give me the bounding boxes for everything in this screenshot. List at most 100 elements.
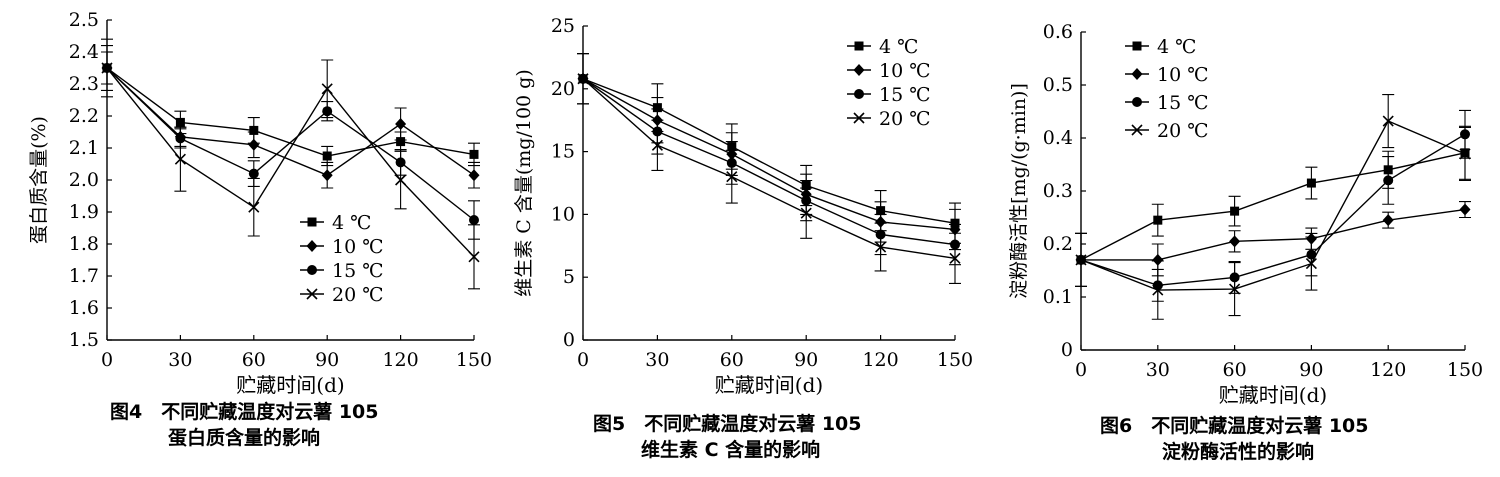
legend-marker	[306, 240, 318, 252]
y-tick-label: 1.8	[69, 233, 99, 255]
legend-label: 10 ℃	[879, 60, 930, 82]
legend: 4 ℃10 ℃15 ℃20 ℃	[847, 36, 930, 130]
chart-5: 0 5 10 15 20 25 0 30 60 90 120 150 贮藏时间(d) 维生素 C 含量(m…	[513, 15, 973, 461]
data-point	[1382, 115, 1394, 127]
x-tick-label: 60	[720, 349, 744, 371]
chart-4: 1.5 1.6 1.7 1.8 1.9 2.0 2.1 2.2 2.3 2.4 2.5 0 30 60 90…	[28, 9, 492, 449]
data-point	[1075, 254, 1087, 266]
data-point	[1229, 235, 1241, 248]
x-tick-label: 120	[1370, 359, 1406, 381]
figure-caption-subtitle: 淀粉酶活性的影响	[1162, 440, 1314, 463]
data-point	[469, 215, 479, 225]
legend-marker	[1131, 124, 1143, 136]
series-1	[1075, 125, 1471, 287]
legend-label: 10 ℃	[1157, 64, 1208, 86]
data-point	[1459, 203, 1471, 216]
x-tick-label: 60	[242, 349, 266, 371]
legend-label: 15 ℃	[879, 84, 930, 106]
series-line	[582, 78, 956, 246]
series-line	[1080, 120, 1466, 291]
series-2	[101, 51, 480, 189]
series-line	[1081, 208, 1466, 261]
y-axis-label: 淀粉酶活性[mg/(g·min)]	[1008, 83, 1030, 299]
x-axis-label: 贮藏时间(d)	[236, 373, 344, 397]
series-line	[582, 78, 956, 231]
data-point	[321, 83, 333, 95]
y-tick-label: 0.2	[1043, 233, 1073, 255]
legend-marker	[1132, 41, 1142, 51]
series-line	[1080, 152, 1466, 261]
legend: 4 ℃10 ℃15 ℃20 ℃	[300, 212, 383, 306]
legend-marker	[1131, 68, 1143, 80]
series-line	[582, 78, 956, 260]
figure-caption-subtitle: 蛋白质含量的影响	[168, 426, 320, 449]
x-tick-label: 150	[937, 349, 973, 371]
x-tick-label: 150	[1447, 359, 1483, 381]
y-axis-label: 蛋白质含量(%)	[28, 116, 50, 244]
legend-label: 4 ℃	[332, 212, 371, 234]
y-tick-label: 20	[551, 78, 575, 100]
legend-label: 4 ℃	[879, 36, 918, 58]
y-tick-label: 0	[1061, 339, 1073, 361]
y-tick-label: 0.5	[1043, 74, 1073, 96]
x-tick-label: 30	[1146, 359, 1170, 381]
x-tick-label: 90	[794, 349, 818, 371]
y-tick-label: 1.7	[69, 265, 99, 287]
data-point	[726, 171, 738, 183]
y-tick-label: 0	[563, 329, 575, 351]
data-point	[395, 118, 407, 130]
series-line	[582, 78, 956, 224]
x-tick-label: 0	[1075, 359, 1087, 381]
y-tick-label: 25	[551, 15, 575, 37]
series-line	[106, 67, 475, 176]
data-point	[396, 137, 406, 147]
series-3	[101, 45, 480, 240]
data-point	[469, 149, 479, 159]
data-point	[1382, 214, 1394, 227]
legend-marker	[854, 41, 864, 51]
figure-caption-subtitle: 维生素 C 含量的影响	[641, 438, 820, 461]
x-tick-label: 90	[1299, 359, 1323, 381]
data-point	[875, 241, 887, 253]
figure-caption-title: 图4 不同贮藏温度对云薯 105	[110, 400, 379, 423]
x-tick-label: 150	[456, 349, 492, 371]
legend-marker	[307, 217, 317, 227]
y-tick-label: 2.0	[69, 169, 99, 191]
data-point	[248, 168, 259, 179]
data-point	[1306, 178, 1316, 188]
x-tick-label: 30	[168, 349, 192, 371]
y-tick-label: 10	[551, 203, 575, 225]
x-tick-label: 120	[382, 349, 418, 371]
legend-label: 20 ℃	[879, 108, 930, 130]
y-tick-label: 2.3	[69, 73, 99, 95]
data-point	[1152, 284, 1164, 296]
y-tick-label: 1.6	[69, 297, 99, 319]
x-tick-label: 0	[101, 349, 113, 371]
series-4	[1075, 93, 1471, 320]
data-point	[395, 174, 407, 186]
legend-label: 10 ℃	[332, 236, 383, 258]
y-tick-label: 1.5	[69, 329, 99, 351]
x-tick-label: 90	[315, 349, 339, 371]
x-tick-label: 60	[1223, 359, 1247, 381]
data-point	[322, 151, 332, 161]
data-point	[468, 251, 480, 263]
y-tick-label: 5	[563, 266, 575, 288]
legend-marker	[307, 265, 317, 275]
x-tick-label: 30	[645, 349, 669, 371]
legend-marker	[854, 89, 864, 99]
y-tick-label: 0.6	[1043, 21, 1073, 43]
chart-6: 0 0.1 0.2 0.3 0.4 0.5 0.6 0 30 60 90 120 150 贮藏时间(d) 淀…	[1008, 21, 1483, 463]
data-point	[174, 153, 186, 165]
legend: 4 ℃10 ℃15 ℃20 ℃	[1125, 36, 1208, 142]
data-point	[1459, 148, 1471, 160]
series-4	[577, 53, 961, 285]
series-line	[1080, 133, 1466, 287]
data-point	[949, 252, 961, 264]
data-point	[800, 207, 812, 219]
y-tick-label: 0.4	[1043, 127, 1073, 149]
x-tick-label: 120	[862, 349, 898, 371]
series-3	[1075, 109, 1471, 302]
y-tick-label: 2.2	[69, 105, 99, 127]
data-point	[248, 201, 260, 213]
